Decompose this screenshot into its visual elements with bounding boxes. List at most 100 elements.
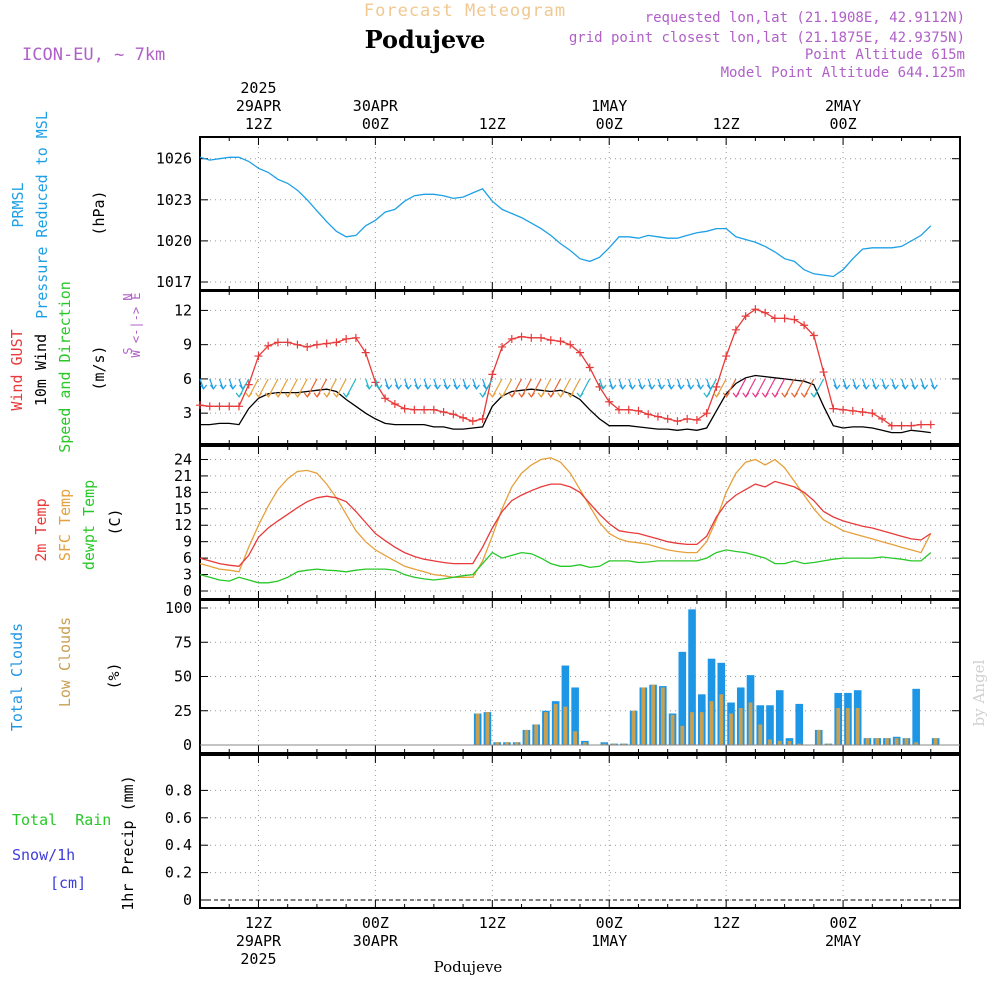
gust-marker xyxy=(800,321,809,330)
y-tick-label: 25 xyxy=(174,702,192,720)
top-hour-label: 12Z xyxy=(245,115,272,133)
gust-marker xyxy=(566,340,575,349)
y-tick-label: 15 xyxy=(174,500,192,518)
temp-unit-label: (C) xyxy=(106,508,124,535)
compass-north: N xyxy=(121,293,135,300)
total-clouds-bar xyxy=(775,690,784,745)
low-clouds-bar xyxy=(709,701,714,745)
point-altitude: Point Altitude 615m xyxy=(805,47,965,63)
gust-marker xyxy=(439,408,448,417)
low-clouds-bar xyxy=(865,738,870,745)
gust-marker xyxy=(390,400,399,409)
wind-arrow-head xyxy=(557,392,565,398)
bottom-date-label: 1MAY xyxy=(591,932,627,950)
gust-marker xyxy=(351,333,360,342)
bottom-hour-label: 12Z xyxy=(245,914,272,932)
temp-labels: 2m Temp SFC Temp dewpt Temp (C) xyxy=(32,480,124,570)
gust-marker xyxy=(722,352,731,361)
wind-arrow-head xyxy=(342,392,350,398)
low-clouds-bar xyxy=(534,724,539,745)
total-clouds-bar xyxy=(795,703,804,745)
total-clouds-bar xyxy=(766,705,774,745)
wind-arrow-head xyxy=(547,392,555,398)
wind-arrow-head xyxy=(648,384,656,390)
wind-arrow-head xyxy=(414,384,422,390)
wind-arrow-head xyxy=(843,384,851,390)
wind-arrow-head xyxy=(810,392,818,398)
wind-arrow-head xyxy=(638,384,646,390)
wind-arrow-head xyxy=(628,384,636,390)
wind-arrow-head xyxy=(697,384,705,390)
pressure-panel: 1017 1020 1023 1026 xyxy=(156,136,961,291)
wind-arrow-head xyxy=(404,384,412,390)
gust-marker xyxy=(770,314,779,323)
bottom-hour-label: 12Z xyxy=(713,914,740,932)
low-clouds-bar xyxy=(797,743,802,745)
prmsl-label: PRMSL xyxy=(9,182,27,227)
gust-marker xyxy=(634,406,643,415)
footer-place: Podujeve xyxy=(434,958,503,976)
gust-marker xyxy=(605,397,614,406)
wind-arrow-head xyxy=(200,384,208,390)
precip-panel: 0 0.2 0.4 0.6 0.8 xyxy=(165,754,961,909)
low-clouds-bar xyxy=(719,694,724,745)
low-clouds-bar xyxy=(505,742,509,745)
low-clouds-bar xyxy=(553,703,558,745)
gust-marker xyxy=(624,405,633,414)
compass-we: W <-|-> E xyxy=(129,292,143,357)
y-tick-label: 1017 xyxy=(156,273,192,291)
gust-marker xyxy=(537,333,546,342)
gust-marker xyxy=(381,394,390,403)
gust-marker xyxy=(751,305,760,314)
low-clouds-bar xyxy=(699,712,704,745)
wind-panel: 3 6 9 12 xyxy=(174,290,961,445)
gust-marker xyxy=(546,336,555,345)
temp2m-line xyxy=(199,480,932,567)
gust-marker xyxy=(576,348,584,357)
gust-marker xyxy=(761,308,770,317)
gust-marker xyxy=(507,334,516,343)
wind-arrow-head xyxy=(921,384,929,390)
gust-marker xyxy=(702,409,711,418)
gust-marker xyxy=(878,414,887,423)
model-label: ICON-EU, ~ 7km xyxy=(22,45,165,65)
precip-labels: Total Rain Snow/1h [cm] 1hr Precip (mm) xyxy=(12,775,137,910)
low-clouds-bar xyxy=(933,738,938,745)
wind-arrow-head xyxy=(599,384,607,390)
y-tick-label: 0.2 xyxy=(165,864,192,882)
panel-frame xyxy=(199,290,961,445)
low-clouds-bar xyxy=(738,708,743,745)
low-clouds-bar xyxy=(914,742,919,745)
gust-marker xyxy=(468,417,477,426)
gust-marker xyxy=(887,421,896,430)
gust-marker xyxy=(731,325,740,334)
gust-marker xyxy=(400,404,409,413)
wind-arrow-head xyxy=(518,392,526,398)
snow-unit-label: [cm] xyxy=(50,874,86,892)
y-tick-label: 21 xyxy=(174,467,192,485)
gust-marker xyxy=(429,405,438,414)
low-clouds-bar xyxy=(894,738,899,745)
low-clouds-bar xyxy=(885,738,889,745)
total-clouds-bar xyxy=(688,609,696,745)
wind-arrow-head xyxy=(667,384,675,390)
wind-arrow-head xyxy=(537,392,545,398)
gust-marker xyxy=(683,414,692,423)
wind-arrow-head xyxy=(687,384,695,390)
total-rain-label: Total Rain xyxy=(12,811,111,829)
y-tick-label: 9 xyxy=(183,336,192,354)
grid-point-coords: grid point closest lon,lat (21.1875E, 42… xyxy=(569,30,965,46)
low-clouds-bar xyxy=(641,687,646,745)
y-tick-label: 3 xyxy=(183,404,192,422)
low-clouds-bar xyxy=(748,702,753,745)
low-clouds-bar xyxy=(621,743,626,745)
gust-marker xyxy=(780,314,789,323)
requested-coords: requested lon,lat (21.1908E, 42.9112N) xyxy=(645,10,965,26)
low-clouds-bar xyxy=(875,738,880,745)
gust-marker xyxy=(556,337,565,346)
bottom-date-label: 2MAY xyxy=(825,932,861,950)
super-title: Forecast Meteogram xyxy=(364,1,566,21)
